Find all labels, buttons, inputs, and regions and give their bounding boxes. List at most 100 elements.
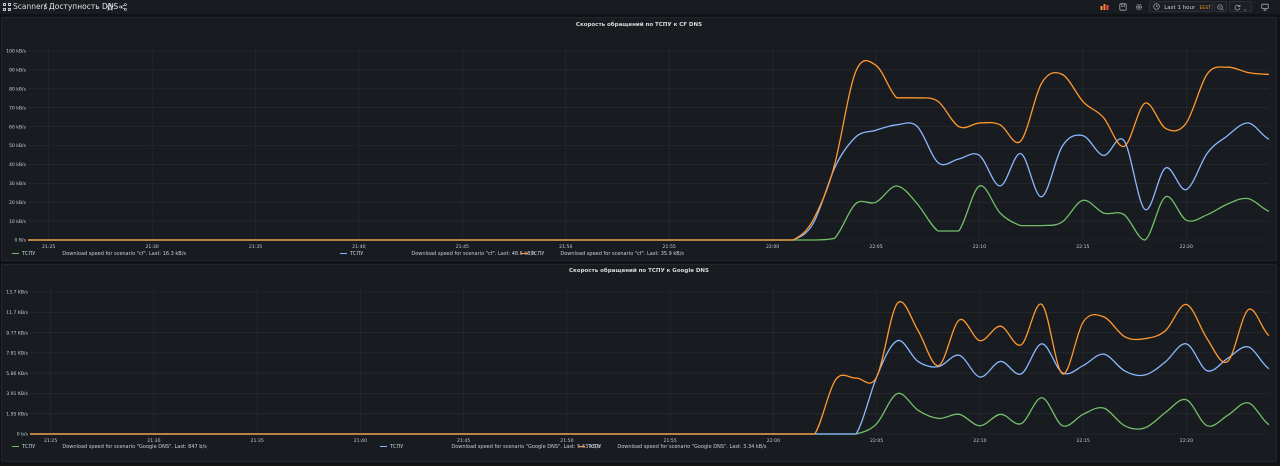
- y-tick-label: 50 kB/s: [9, 143, 27, 149]
- legend-color-swatch: [521, 252, 528, 255]
- y-tick-label: 90 kB/s: [9, 68, 27, 74]
- x-tick-label: 21:55: [664, 438, 677, 444]
- x-tick-label: 21:50: [559, 244, 572, 250]
- y-tick-label: 20 kB/s: [9, 200, 27, 206]
- x-tick-label: 21:35: [251, 438, 264, 444]
- y-tick-label: 0 B/s: [15, 238, 27, 244]
- y-tick-label: 3.91 KB/s: [6, 391, 28, 397]
- legend-color-swatch: [12, 445, 19, 448]
- legend-item[interactable]: ТСПУ Download speed for scenario "cf". La…: [521, 251, 684, 258]
- refresh-button[interactable]: ⌄: [1229, 1, 1252, 13]
- legend-series-name: ТСПУ: [588, 444, 602, 450]
- timezone-label: EEST: [1199, 6, 1211, 11]
- y-tick-label: 80 kB/s: [9, 87, 27, 93]
- legend-series-detail: Download speed for scenario "cf". Last: …: [560, 251, 685, 257]
- legend-color-swatch: [578, 445, 585, 448]
- legend-series-detail: Download speed for scenario "Google DNS"…: [451, 444, 601, 450]
- legend-series-detail: Download speed for scenario "Google DNS"…: [62, 444, 207, 450]
- x-tick-label: 22:00: [767, 438, 780, 444]
- legend-color-swatch: [12, 252, 19, 255]
- breadcrumb-dashboard[interactable]: / Доступность DNS: [44, 2, 118, 12]
- panel-title[interactable]: Скорость обращений по ТСПУ к Google DNS: [569, 268, 709, 274]
- x-tick-label: 21:30: [147, 438, 160, 444]
- y-tick-label: 13.7 KB/s: [6, 290, 28, 296]
- star-icon[interactable]: [106, 3, 114, 11]
- x-tick-label: 21:35: [249, 244, 262, 250]
- panel-cf-dns: Скорость обращений по ТСПУ к CF DNS 0 B/…: [1, 17, 1277, 261]
- time-range-picker[interactable]: Last 1 hour EEST ⌄: [1149, 1, 1213, 23]
- panel-title[interactable]: Скорость обращений по ТСПУ к CF DNS: [575, 22, 703, 28]
- x-tick-label: 21:50: [560, 438, 573, 444]
- y-tick-label: 9.77 KB/s: [6, 330, 28, 336]
- y-tick-label: 5.86 KB/s: [6, 371, 28, 377]
- x-tick-label: 22:15: [1077, 438, 1090, 444]
- zoom-out-button[interactable]: [1214, 1, 1227, 12]
- legend-series-name: ТСПУ: [22, 251, 36, 257]
- clock-icon: [1153, 3, 1160, 10]
- share-icon[interactable]: [119, 3, 127, 11]
- x-tick-label: 21:40: [354, 438, 367, 444]
- x-tick-label: 21:25: [44, 438, 57, 444]
- x-tick-label: 21:45: [457, 438, 470, 444]
- y-tick-label: 11.7 KB/s: [6, 310, 28, 316]
- dashboards-grid-icon[interactable]: [3, 3, 11, 11]
- legend-color-swatch: [380, 445, 387, 448]
- chevron-down-icon: ⌄: [1243, 6, 1248, 13]
- x-tick-label: 22:10: [973, 438, 986, 444]
- series-line-orange[interactable]: [28, 59, 1270, 241]
- y-tick-label: 10 kB/s: [9, 219, 27, 225]
- y-tick-label: 1.95 KB/s: [6, 411, 28, 417]
- legend-item[interactable]: ТСПУ Download speed for scenario "cf". La…: [340, 251, 535, 258]
- legend-series-name: ТСПУ: [350, 251, 364, 257]
- legend-color-swatch: [340, 252, 347, 255]
- legend-series-detail: Download speed for scenario "Google DNS"…: [617, 444, 767, 450]
- x-tick-label: 22:15: [1076, 244, 1089, 250]
- gear-icon: [1135, 3, 1142, 10]
- x-tick-label: 21:30: [145, 244, 158, 250]
- x-tick-label: 22:00: [766, 244, 779, 250]
- add-panel-button[interactable]: [1099, 1, 1111, 12]
- refresh-icon: [1234, 4, 1241, 10]
- legend-series-name: ТСПУ: [22, 444, 36, 450]
- breadcrumb-folder[interactable]: Scanners: [13, 2, 48, 11]
- breadcrumb-dashboard-title: Доступность DNS: [48, 2, 119, 11]
- add-panel-icon: [1100, 3, 1109, 10]
- tv-mode-button[interactable]: [1259, 1, 1271, 12]
- x-tick-label: 22:05: [870, 438, 883, 444]
- x-tick-label: 22:10: [973, 244, 986, 250]
- x-tick-label: 21:55: [663, 244, 676, 250]
- panel-google-dns: Скорость обращений по ТСПУ к Google DNS …: [1, 264, 1277, 462]
- save-icon: [1118, 2, 1127, 11]
- legend-item[interactable]: ТСПУ Download speed for scenario "Google …: [578, 444, 767, 451]
- dashboard-settings-button[interactable]: [1133, 1, 1144, 12]
- timeseries-chart[interactable]: 0 b/s 1.95 KB/s 3.91 KB/s 5.86 KB/s 7.81 KB/…: [2, 265, 1276, 461]
- monitor-icon: [1261, 3, 1269, 11]
- x-tick-label: 21:25: [42, 244, 55, 250]
- legend-series-detail: Download speed for scenario "cf". Last: …: [62, 251, 187, 257]
- x-tick-label: 21:40: [352, 244, 365, 250]
- series-line-orange[interactable]: [29, 301, 1270, 435]
- time-range-label: Last 1 hour: [1164, 5, 1196, 11]
- x-tick-label: 22:05: [869, 244, 882, 250]
- y-tick-label: 70 kB/s: [9, 105, 27, 111]
- legend-series-name: ТСПУ: [531, 251, 545, 257]
- timeseries-chart[interactable]: 0 B/s 10 kB/s 20 kB/s 30 kB/s 40 kB/s 50 kB/s…: [2, 18, 1276, 260]
- legend-series-detail: Download speed for scenario "cf". Last: …: [411, 251, 536, 257]
- y-tick-label: 0 b/s: [17, 432, 29, 438]
- top-navbar: Scanners / Доступность DNS Last 1 hour E…: [0, 0, 1280, 23]
- y-tick-label: 100 kB/s: [6, 49, 27, 55]
- breadcrumb-separator: /: [44, 2, 47, 11]
- legend-item[interactable]: ТСПУ Download speed for scenario "Google …: [12, 444, 207, 451]
- legend-series-name: ТСПУ: [390, 444, 404, 450]
- save-dashboard-button[interactable]: [1117, 1, 1128, 12]
- x-tick-label: 21:45: [456, 244, 469, 250]
- y-tick-label: 40 kB/s: [9, 162, 27, 168]
- legend-item[interactable]: ТСПУ Download speed for scenario "Google …: [380, 444, 601, 451]
- x-tick-label: 22:20: [1180, 438, 1193, 444]
- zoom-out-icon: [1217, 3, 1224, 11]
- y-tick-label: 30 kB/s: [9, 181, 27, 187]
- y-tick-label: 7.81 KB/s: [6, 351, 28, 357]
- legend-item[interactable]: ТСПУ Download speed for scenario "cf". La…: [12, 251, 186, 258]
- x-tick-label: 22:20: [1180, 244, 1193, 250]
- y-tick-label: 60 kB/s: [9, 124, 27, 130]
